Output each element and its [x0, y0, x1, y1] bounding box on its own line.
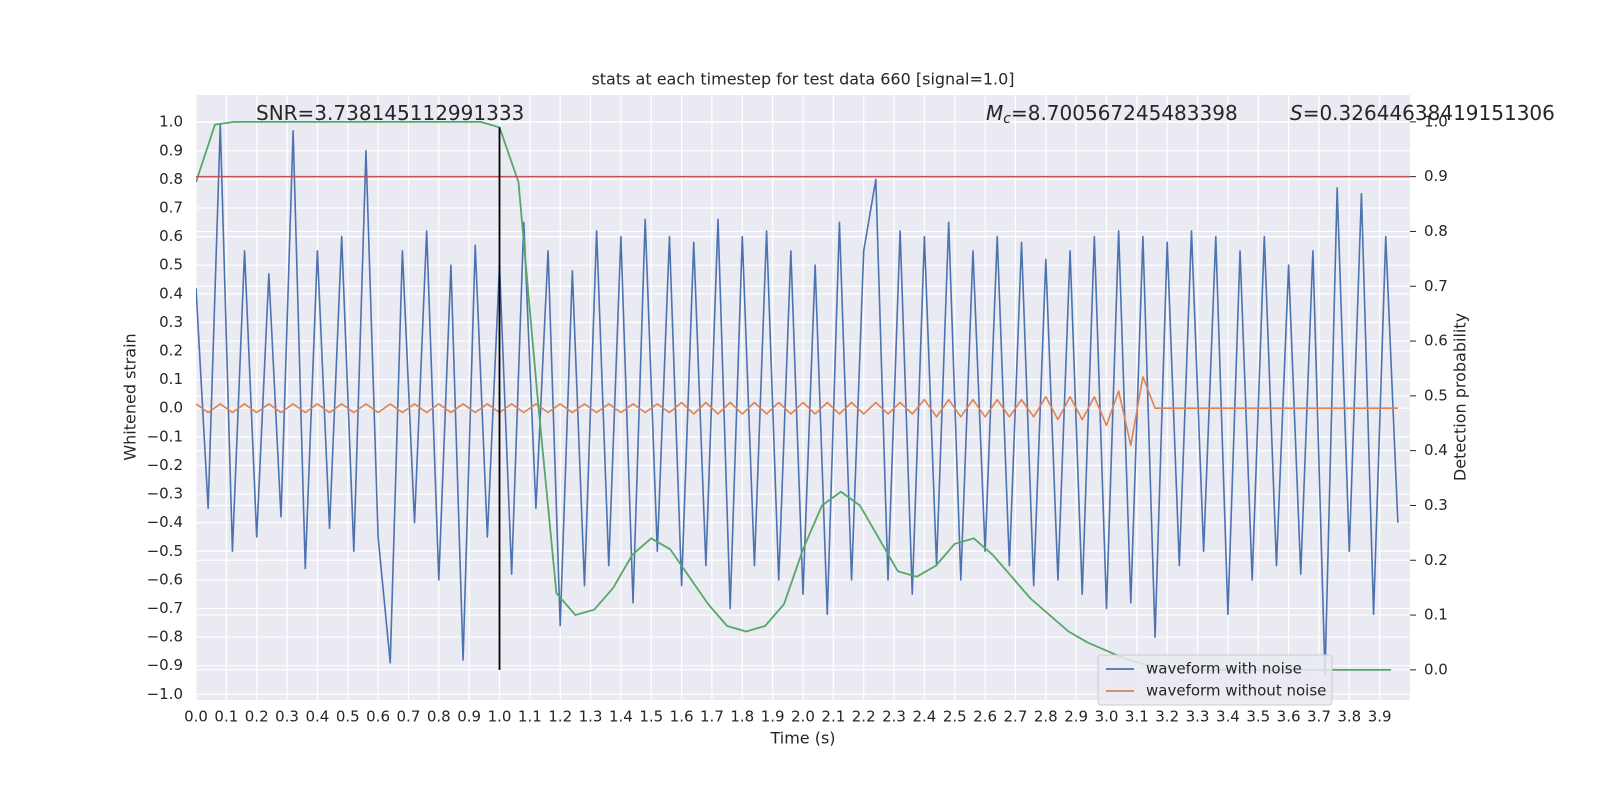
x-tick-label: 2.4	[912, 708, 936, 726]
x-tick-label: 0.1	[214, 708, 238, 726]
y-tick-label: 0.5	[159, 256, 183, 274]
x-tick-label: 1.8	[730, 708, 754, 726]
annotations: SNR=3.738145112991333 Mc=8.70056724548339…	[256, 101, 1555, 128]
annotation: S=0.32644638419151306	[1290, 101, 1555, 125]
annotation-symbol: M	[986, 101, 1003, 125]
y2-tick-label: 1.0	[1424, 112, 1448, 130]
y-tick-label: −0.5	[147, 542, 183, 560]
x-tick-label: 1.0	[488, 708, 512, 726]
y-tick-label: −0.2	[147, 456, 183, 474]
x-tick-label: 1.9	[761, 708, 785, 726]
x-tick-label: 1.5	[639, 708, 663, 726]
y2-tick-label: 0.4	[1424, 441, 1448, 459]
annotation: Mc=8.700567245483398	[986, 101, 1238, 128]
y-tick-label: 0.0	[159, 399, 183, 417]
y-tick-label: 0.4	[159, 284, 183, 302]
x-axis-label: Time (s)	[769, 729, 835, 748]
x-tick-label: 3.3	[1186, 708, 1210, 726]
x-tick-label: 3.7	[1307, 708, 1331, 726]
x-tick-label: 2.8	[1034, 708, 1058, 726]
x-tick-label: 0.7	[397, 708, 421, 726]
series-line	[196, 375, 1398, 447]
legend-box	[1097, 654, 1333, 706]
y-tick-label: 0.9	[159, 141, 183, 159]
x-tick-label: 0.4	[305, 708, 329, 726]
x-tick-label: 1.4	[609, 708, 633, 726]
annotation-text: =8.700567245483398	[1011, 101, 1238, 125]
y-tick-label: −0.6	[147, 570, 183, 588]
x-tick-label: 2.5	[943, 708, 967, 726]
x-tick-label: 2.3	[882, 708, 906, 726]
x-tick-label: 3.0	[1095, 708, 1119, 726]
y2-tick-label: 0.1	[1424, 606, 1448, 624]
x-tick-label: 2.0	[791, 708, 815, 726]
y-tick-label: −0.7	[147, 599, 183, 617]
y2-tick-label: 0.9	[1424, 167, 1448, 185]
x-tick-label: 1.2	[548, 708, 572, 726]
annotation-symbol: S	[1290, 101, 1303, 125]
x-tick-label: 2.2	[852, 708, 876, 726]
y-axis-label: Whitened strain	[121, 333, 140, 460]
y-tick-label: −0.4	[147, 513, 183, 531]
y2-tick-label: 0.5	[1424, 386, 1448, 404]
y-tick-label: 0.3	[159, 313, 183, 331]
x-tick-label: 3.9	[1368, 708, 1392, 726]
y2-tick-label: 0.2	[1424, 551, 1448, 569]
x-tick-label: 1.7	[700, 708, 724, 726]
x-tick-label: 3.4	[1216, 708, 1240, 726]
y-tick-label: 0.2	[159, 342, 183, 360]
y-tick-label: −0.1	[147, 427, 183, 445]
y2-tick-label: 0.0	[1424, 660, 1448, 678]
x-tick-label: 0.3	[275, 708, 299, 726]
y2-tick-label: 0.7	[1424, 277, 1448, 295]
y2-tick-label: 0.8	[1424, 222, 1448, 240]
x-tick-label: 0.9	[457, 708, 481, 726]
legend: waveform with noise waveform without nois…	[1097, 654, 1333, 706]
annotation-text: SNR=3.738145112991333	[256, 101, 524, 125]
chart-title: stats at each timestep for test data 660…	[591, 70, 1014, 89]
x-tick-label: 1.1	[518, 708, 542, 726]
x-tick-label: 0.6	[366, 708, 390, 726]
x-tick-label: 3.6	[1277, 708, 1301, 726]
x-tick-label: 0.8	[427, 708, 451, 726]
annotation-subscript: c	[1003, 111, 1011, 127]
x-tick-label: 3.8	[1337, 708, 1361, 726]
legend-label: waveform without noise	[1146, 682, 1326, 700]
x-tick-label: 2.1	[821, 708, 845, 726]
x-tick-label: 1.3	[579, 708, 603, 726]
annotation-text: =0.32644638419151306	[1303, 101, 1555, 125]
x-tick-label: 2.9	[1064, 708, 1088, 726]
y-tick-label: 0.7	[159, 198, 183, 216]
x-tick-label: 3.1	[1125, 708, 1149, 726]
y-tick-label: −1.0	[147, 685, 183, 703]
series-line	[196, 124, 1399, 676]
ticks: 0.0 0.1 0.2 0.3 0.4 0.5 0.6 0.7 0.8 0.9 1.0 1.1 1.2 1…	[147, 112, 1448, 725]
x-tick-label: 0.2	[245, 708, 269, 726]
y-tick-label: 0.1	[159, 370, 183, 388]
y2-axis-label: Detection probability	[1451, 313, 1470, 481]
x-tick-label: 2.7	[1004, 708, 1028, 726]
x-tick-label: 0.5	[336, 708, 360, 726]
y-tick-label: −0.8	[147, 628, 183, 646]
x-tick-label: 2.6	[973, 708, 997, 726]
y-tick-label: −0.9	[147, 656, 183, 674]
x-tick-label: 0.0	[184, 708, 208, 726]
x-tick-label: 1.6	[670, 708, 694, 726]
y2-tick-label: 0.3	[1424, 496, 1448, 514]
y-tick-label: 1.0	[159, 113, 183, 131]
y-tick-label: 0.6	[159, 227, 183, 245]
annotation: SNR=3.738145112991333	[256, 101, 524, 125]
x-tick-label: 3.5	[1246, 708, 1270, 726]
legend-label: waveform with noise	[1146, 660, 1302, 678]
y-tick-label: −0.3	[147, 485, 183, 503]
y-tick-label: 0.8	[159, 170, 183, 188]
x-tick-label: 3.2	[1155, 708, 1179, 726]
y2-tick-label: 0.6	[1424, 332, 1448, 350]
